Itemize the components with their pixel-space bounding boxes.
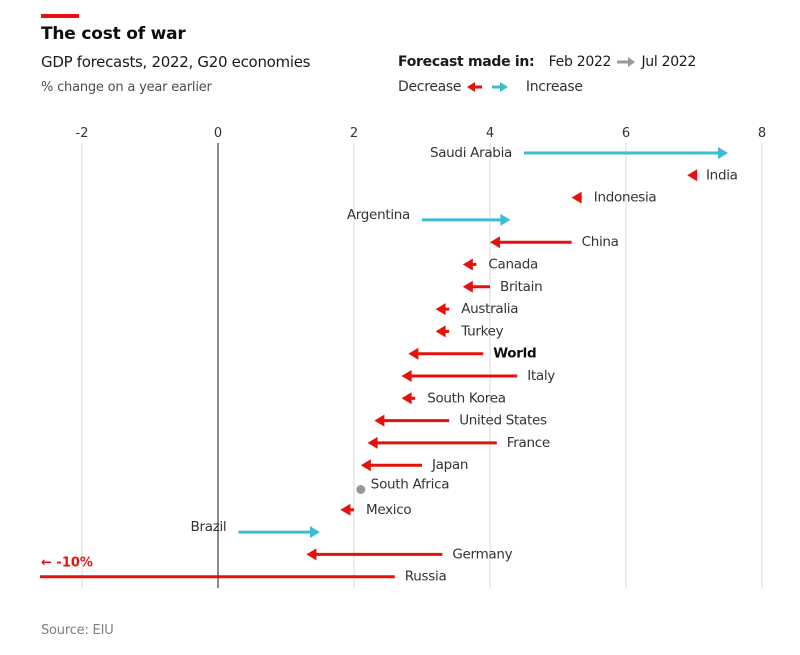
arrow-brazil [238,526,320,539]
arrow-australia [435,303,450,316]
arrow-head [408,347,419,360]
country-label: Australia [461,301,518,317]
legend-forecast: Forecast made in: Feb 2022 Jul 2022 [398,54,696,70]
x-axis-ticks: -2 0 2 4 6 8 [76,126,767,141]
country-labels: Saudi Arabia India Indonesia Argentina China… [41,145,738,585]
unchanged-dot [356,485,366,494]
country-label: Germany [452,546,512,562]
arrow-head [435,325,446,338]
arrow-head [401,370,412,382]
increase-arrow-icon [491,82,508,92]
decrease-arrow-icon [467,82,483,92]
chart-title: The cost of war [41,24,186,44]
country-label: World [493,346,536,362]
arrow-india [687,169,698,182]
legend-forecast-label: Forecast made in: [398,54,535,70]
legend-decrease-label: Decrease [398,79,462,95]
gridlines [81,143,763,588]
country-label: Brazil [191,519,227,535]
arrow-head [340,503,351,516]
country-label: Italy [527,368,555,384]
x-tick-label: -2 [76,126,89,141]
x-tick-label: 2 [350,126,358,141]
country-label: Britain [500,279,542,295]
country-label: Canada [488,257,538,273]
arrow-head [687,169,698,182]
arrow-head [435,303,446,316]
x-tick-label: 6 [622,126,630,141]
legend-to: Jul 2022 [641,54,697,70]
arrow-italy [401,370,518,382]
arrow-south-korea [401,392,416,405]
country-label: Turkey [460,323,503,339]
arrow-france [367,436,497,449]
gray-arrow-icon [617,57,636,67]
chart-marks [40,147,728,579]
arrow-germany [306,548,443,561]
chart-unit: % change on a year earlier [41,80,212,95]
country-label: Japan [431,457,468,473]
arrow-mexico [340,503,354,516]
legend-from: Feb 2022 [548,54,612,70]
x-tick-label: 8 [758,126,766,141]
country-label: France [507,435,550,451]
arrow-saudi-arabia [524,147,728,159]
arrow-turkey [435,325,450,338]
arrow-head [462,258,473,271]
legend-direction: Decrease Increase [398,79,583,95]
arrow-argentina [422,213,511,226]
arrow-canada [462,258,477,271]
offscale-label: ← -10% [41,556,93,571]
country-label: Saudi Arabia [430,145,512,161]
arrow-head [571,191,582,204]
arrow-united-states [374,414,450,427]
arrow-indonesia [571,191,582,204]
country-label: Russia [405,569,447,585]
legend-increase-label: Increase [525,79,583,95]
country-label: China [582,234,619,250]
arrow-japan [360,459,422,472]
arrow-head [401,392,412,405]
arrow-head [310,526,320,539]
arrow-britain [462,280,490,293]
country-label: United States [459,413,547,429]
source-note: Source: EIU [41,623,114,638]
arrow-south-africa [356,485,366,494]
arrow-head [360,459,371,472]
arrow-head [306,548,317,561]
arrow-head [490,236,500,249]
country-label: India [706,167,738,183]
arrow-head [718,147,728,159]
country-label: Indonesia [594,190,657,206]
arrow-head [462,280,473,293]
x-tick-label: 0 [214,126,222,141]
country-label: South Africa [371,477,449,493]
country-label: Mexico [366,502,411,518]
arrow-head [500,213,511,226]
country-label: South Korea [427,390,506,406]
arrow-world [408,347,484,360]
x-tick-label: 4 [486,126,494,141]
country-label: Argentina [347,207,410,223]
arrow-head [374,414,385,427]
arrow-china [490,236,572,249]
brand-bar [41,14,79,18]
chart-subtitle: GDP forecasts, 2022, G20 economies [41,53,311,71]
arrow-head [367,436,378,449]
